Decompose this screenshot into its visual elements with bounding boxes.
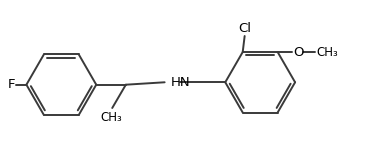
Text: Cl: Cl — [238, 22, 251, 34]
Text: CH₃: CH₃ — [316, 46, 338, 59]
Text: CH₃: CH₃ — [100, 111, 122, 124]
Text: F: F — [7, 78, 15, 91]
Text: HN: HN — [171, 76, 190, 89]
Text: O: O — [293, 46, 304, 59]
